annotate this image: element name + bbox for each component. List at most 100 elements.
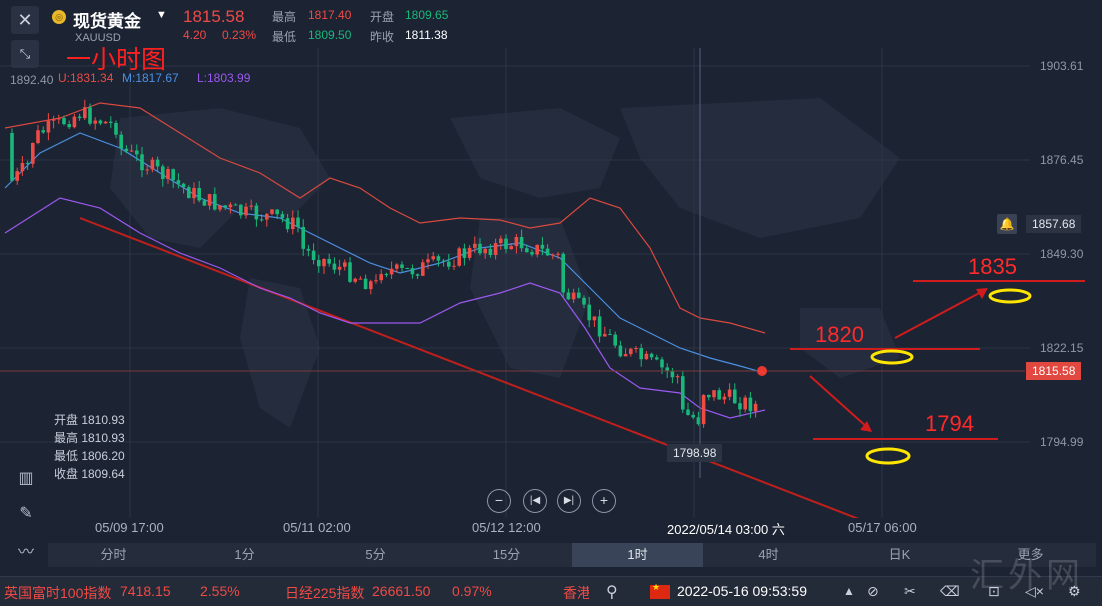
- instrument-name[interactable]: 现货黄金: [73, 12, 141, 31]
- settings-icon[interactable]: ⚙: [1068, 583, 1081, 599]
- candle-body: [46, 120, 51, 133]
- candle-body: [285, 218, 290, 230]
- candlesticks: [10, 99, 758, 428]
- candle-body: [717, 390, 721, 400]
- bell-icon[interactable]: 🔔: [997, 214, 1017, 234]
- candle-body: [592, 316, 597, 321]
- tab-1hour[interactable]: 1时: [572, 543, 703, 567]
- candle-body: [670, 370, 675, 378]
- candle-body: [109, 121, 113, 123]
- tools-icon[interactable]: ✂: [904, 583, 916, 599]
- candle-body: [457, 248, 461, 266]
- ticker-index-3-name[interactable]: 香港: [563, 585, 589, 601]
- candle-body: [753, 403, 758, 412]
- ticker-index-1-name[interactable]: 英国富时100指数: [4, 585, 112, 601]
- tab-fenshi[interactable]: 分时: [100, 547, 127, 562]
- candle-body: [452, 265, 456, 267]
- candle-body: [603, 334, 607, 337]
- last-price: 1815.58: [183, 7, 245, 26]
- tab-4hour[interactable]: 4时: [758, 547, 779, 562]
- candle-body: [748, 397, 753, 412]
- crosshair-time-label: 2022/05/14 03:00 六: [664, 519, 788, 538]
- candle-body: [431, 256, 435, 260]
- candle-body: [249, 205, 253, 207]
- zoom-in-button[interactable]: +: [592, 489, 616, 513]
- candle-body: [306, 248, 311, 251]
- alert-price-tag[interactable]: 1857.68: [1026, 215, 1082, 233]
- candle-body: [738, 403, 742, 410]
- candle-body: [473, 243, 477, 248]
- link-icon[interactable]: ⚲: [606, 584, 618, 601]
- price-axis-label-3: 1849.30: [1040, 247, 1084, 261]
- candle-body: [696, 417, 701, 425]
- scroll-start-button[interactable]: |◀: [523, 489, 547, 513]
- timeframe-bar: 分时 1分 5分 15分 1时 4时 日K 更多: [48, 543, 1096, 567]
- collapse-icon[interactable]: ⤡: [11, 40, 39, 68]
- candle-body: [129, 150, 134, 152]
- candle-body: [686, 409, 690, 415]
- candle-body: [577, 292, 581, 298]
- candle-body: [296, 217, 300, 227]
- candle-body: [176, 180, 181, 184]
- prev-close-value: 1811.38: [405, 28, 448, 42]
- high-value: 1817.40: [308, 8, 352, 22]
- ellipse-1835: [988, 288, 1032, 304]
- ticker-index-2-name[interactable]: 日经225指数: [285, 585, 365, 601]
- tab-5min[interactable]: 5分: [365, 547, 386, 562]
- candle-body: [41, 130, 45, 133]
- tab-15min[interactable]: 15分: [492, 547, 521, 562]
- indicator-lower: L:1803.99: [197, 71, 251, 85]
- candle-body: [660, 359, 664, 368]
- camera-icon[interactable]: ⊡: [988, 583, 1000, 599]
- time-axis-label-4: 05/17 06:00: [848, 520, 917, 535]
- no-draw-icon[interactable]: ⊘: [867, 583, 879, 599]
- candle-body: [10, 133, 14, 181]
- candle-body: [618, 345, 623, 357]
- candle-body: [275, 209, 279, 215]
- upper-bollinger-band: [4, 102, 766, 334]
- tab-more[interactable]: 更多: [1017, 547, 1044, 562]
- candle-body: [421, 262, 425, 276]
- close-icon[interactable]: ✕: [11, 6, 39, 34]
- candle-body: [192, 188, 196, 199]
- candle-body: [135, 150, 139, 155]
- candle-body: [363, 278, 368, 290]
- tab-1min[interactable]: 1分: [234, 547, 255, 562]
- candle-body: [629, 348, 633, 355]
- candle-body: [114, 122, 118, 135]
- indicator-icon[interactable]: 〰: [17, 544, 34, 561]
- price-chart[interactable]: 一小时图 1892.40 U:1831.34 M:1817.67 L:1803.…: [0, 46, 1102, 561]
- price-change-pct: 0.23%: [222, 28, 257, 42]
- candle-body: [83, 107, 87, 119]
- candle-body: [395, 264, 399, 269]
- scroll-end-button[interactable]: ▶|: [557, 489, 581, 513]
- arrow-down-head: [860, 421, 872, 432]
- low-label: 最低: [272, 30, 297, 44]
- ticker-bar: 英国富时100指数 7418.15 2.55% 日经225指数 26661.50…: [0, 576, 1102, 606]
- chevron-down-icon[interactable]: ▼: [156, 9, 167, 21]
- zoom-out-button[interactable]: −: [487, 489, 511, 513]
- candle-body: [166, 169, 170, 180]
- candle-body: [675, 376, 680, 378]
- candle-body: [623, 354, 628, 357]
- candle-body: [197, 188, 201, 201]
- candle-body: [25, 163, 30, 165]
- candle-body: [155, 159, 160, 167]
- lower-bollinger-band: [4, 197, 766, 419]
- mute-icon[interactable]: ◁×: [1025, 583, 1044, 599]
- top-left-value: 1892.40: [10, 73, 54, 87]
- delete-icon[interactable]: ⌫: [940, 583, 960, 599]
- pen-draw-icon[interactable]: ✎: [19, 505, 33, 522]
- ohlc-low: 最低 1806.20: [54, 449, 125, 463]
- price-axis-label-5: 1794.99: [1040, 435, 1084, 449]
- price-axis-label-1: 1903.61: [1040, 59, 1084, 73]
- indicator-upper: U:1831.34: [58, 71, 114, 85]
- candle-type-icon[interactable]: ▥: [18, 470, 34, 487]
- tab-daily[interactable]: 日K: [888, 547, 911, 562]
- candle-body: [644, 353, 649, 360]
- triangle-up-icon[interactable]: ▲: [843, 584, 855, 598]
- candle-body: [389, 268, 394, 275]
- low-price-marker: 1798.98: [667, 444, 723, 462]
- candle-body: [405, 268, 409, 270]
- china-flag-icon: ★: [650, 582, 670, 599]
